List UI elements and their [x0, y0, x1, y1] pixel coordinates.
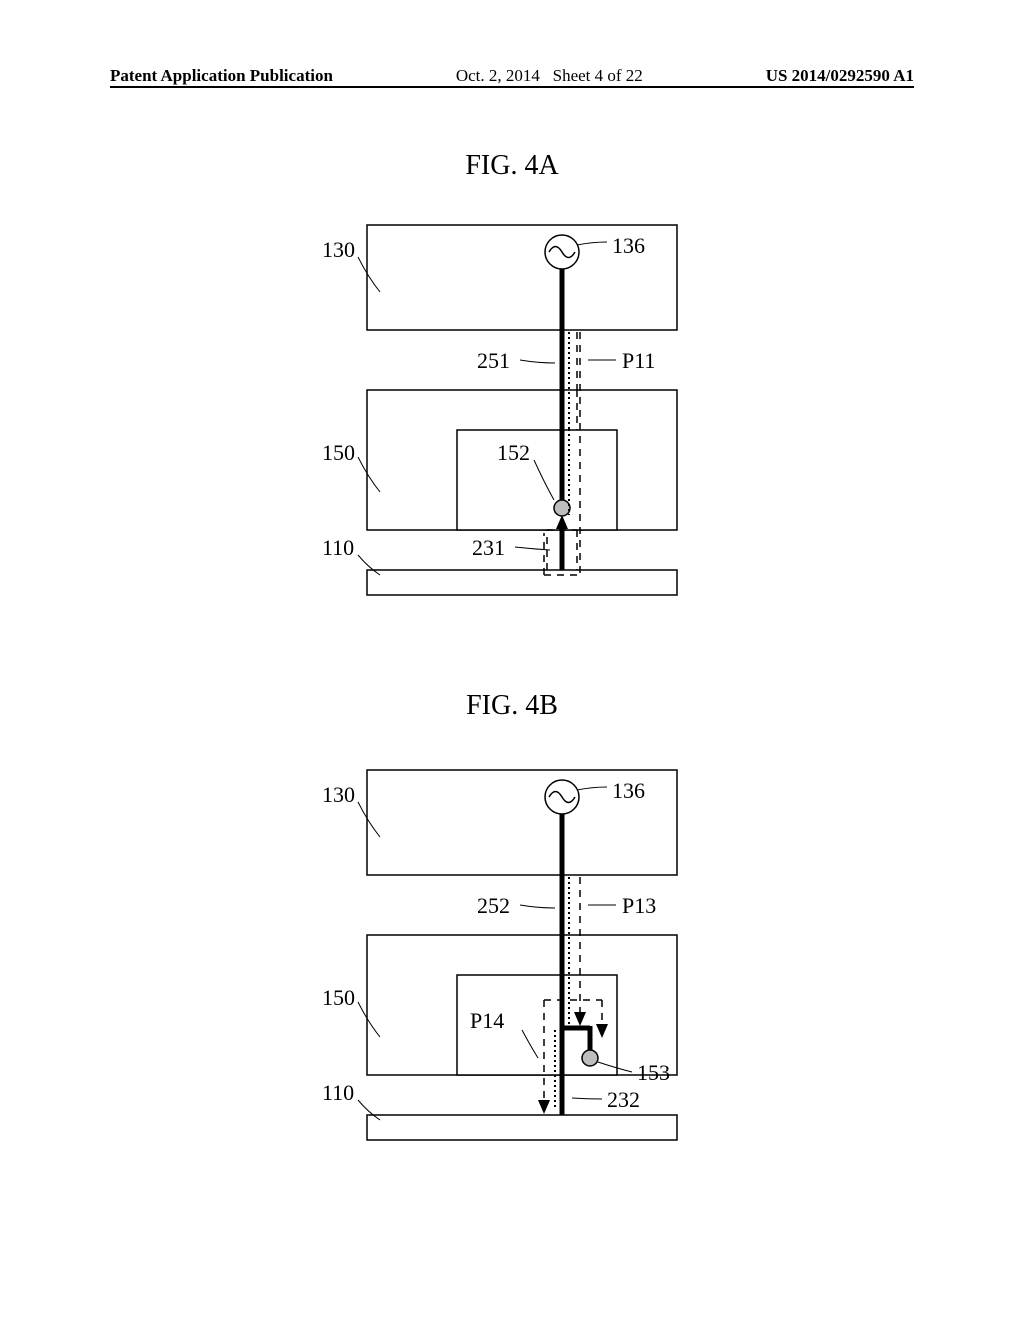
fig-4a-diagram: 130 136 251 P11 150 152 231 110: [272, 215, 752, 615]
box-110b: [367, 1115, 677, 1140]
label-110b: 110: [322, 1080, 354, 1106]
label-136b: 136: [612, 778, 645, 804]
leader-232: [572, 1098, 602, 1099]
label-p11: P11: [622, 348, 655, 374]
box-152: [457, 430, 617, 530]
leader-251: [520, 360, 555, 363]
label-152: 152: [497, 440, 530, 466]
label-150b: 150: [322, 985, 355, 1011]
label-130: 130: [322, 237, 355, 263]
label-110: 110: [322, 535, 354, 561]
label-130b: 130: [322, 782, 355, 808]
fig-4b-title: FIG. 4B: [0, 690, 1024, 722]
leader-252: [520, 905, 555, 908]
header-right: US 2014/0292590 A1: [758, 66, 914, 86]
label-252: 252: [477, 893, 510, 919]
label-p14: P14: [470, 1008, 504, 1034]
label-153: 153: [637, 1060, 670, 1086]
header-center: Oct. 2, 2014 Sheet 4 of 22: [456, 66, 643, 86]
label-150: 150: [322, 440, 355, 466]
label-p13: P13: [622, 893, 656, 919]
node-153-icon: [582, 1050, 598, 1066]
label-136: 136: [612, 233, 645, 259]
fig-4a-title: FIG. 4A: [0, 150, 1024, 182]
header-left: Patent Application Publication: [110, 66, 341, 86]
header-rule: [110, 86, 914, 88]
label-251: 251: [477, 348, 510, 374]
box-110: [367, 570, 677, 595]
label-232: 232: [607, 1087, 640, 1113]
arrow-down-p14l-icon: [538, 1100, 550, 1114]
fig-4b-diagram: 130 136 252 P13 150 P14 153 232 110: [272, 760, 752, 1160]
header-row: Patent Application Publication Oct. 2, 2…: [110, 66, 914, 86]
node-icon: [554, 500, 570, 516]
label-231: 231: [472, 535, 505, 561]
